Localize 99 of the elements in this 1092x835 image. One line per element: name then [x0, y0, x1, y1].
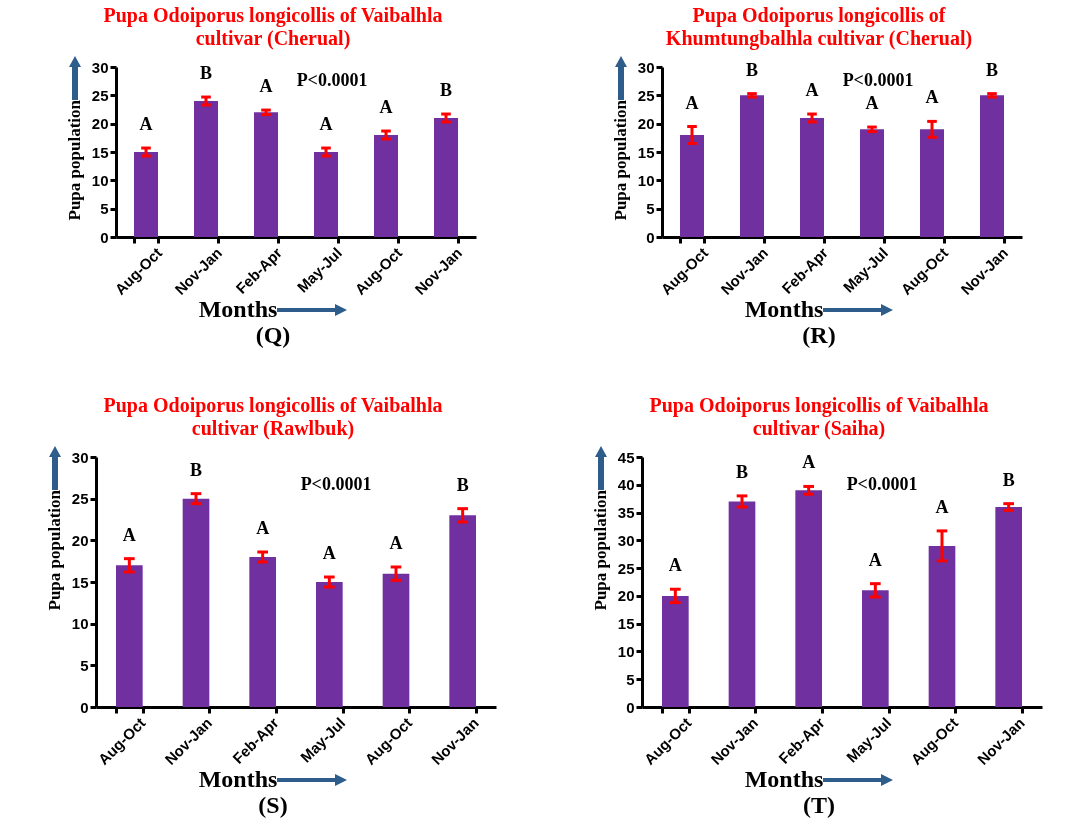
bar [448, 515, 476, 707]
bar [794, 490, 822, 707]
y-tick-label: 10 [637, 171, 654, 189]
chart-title: Pupa Odoiporus longicollis of Khumtungbalhla cultivar (Cherual) [664, 4, 974, 50]
y-tick-label: 25 [71, 490, 88, 508]
data-label: A [868, 549, 882, 570]
y-tick-label: 20 [617, 587, 634, 605]
data-label: A [322, 543, 336, 563]
y-tick-label: 5 [79, 656, 88, 674]
y-tick-label: 45 [617, 448, 634, 466]
y-tick-label: 25 [91, 86, 108, 104]
data-label: A [319, 114, 332, 135]
y-tick-label: 10 [91, 171, 108, 189]
data-label: A [801, 452, 815, 473]
x-axis-title: Months [198, 766, 278, 793]
bar [739, 95, 764, 237]
bar [994, 507, 1022, 707]
data-label: A [379, 97, 392, 118]
data-label: B [199, 63, 212, 84]
bar [315, 582, 343, 707]
y-tick-label: 40 [617, 476, 634, 494]
bar [382, 573, 409, 707]
data-label: A [925, 87, 938, 108]
bar [182, 498, 209, 707]
bar [248, 557, 276, 707]
data-label: B [1002, 469, 1015, 490]
data-label: A [805, 80, 818, 101]
y-tick-label: 30 [91, 58, 108, 76]
chart-title: Pupa Odoiporus longicollis of Vaibalhla cultivar (Saiha) [648, 394, 990, 440]
y-tick-label: 10 [71, 615, 88, 633]
y-axis-title: Pupa population [610, 100, 631, 221]
y-tick-label: 20 [71, 531, 88, 549]
y-tick-label: 5 [645, 200, 654, 218]
y-tick-label: 30 [71, 448, 88, 466]
y-tick-label: 35 [617, 504, 634, 522]
data-label: B [985, 59, 998, 80]
y-axis-title: Pupa population [44, 490, 65, 611]
x-axis-title: Months [744, 296, 824, 323]
x-axis-title: Months [744, 766, 824, 793]
bar [679, 135, 704, 237]
bar [861, 590, 889, 707]
data-label: B [735, 461, 748, 482]
text: (R) [802, 322, 836, 348]
chart-title: Pupa Odoiporus longicollis of Vaibalhla cultivar (Cherual) [102, 4, 444, 50]
data-label: A [255, 518, 269, 538]
y-axis-title: Pupa population [590, 490, 611, 611]
y-tick-label: 20 [637, 115, 654, 133]
y-tick-label: 15 [617, 615, 634, 633]
annotation: P<0.0001 [842, 70, 913, 90]
data-label: B [439, 80, 452, 101]
data-label: A [865, 93, 878, 114]
y-tick-label: 30 [637, 58, 654, 76]
bar [373, 135, 398, 237]
chart-title: Pupa Odoiporus longicollis of Vaibalhla cultivar (Rawlbuk) [102, 394, 444, 440]
bar [799, 118, 824, 237]
bar [661, 595, 689, 707]
data-label: A [389, 533, 402, 553]
data-label: A [259, 76, 272, 97]
y-tick-label: 0 [625, 698, 634, 716]
data-label: A [685, 92, 698, 113]
bar [193, 101, 218, 237]
bar [115, 565, 143, 707]
data-label: A [935, 496, 948, 517]
annotation: P<0.0001 [296, 70, 367, 90]
bar [859, 129, 884, 237]
y-tick-label: 0 [79, 698, 88, 716]
data-label: B [456, 474, 469, 495]
text: (S) [258, 792, 288, 818]
annotation: P<0.0001 [846, 474, 917, 494]
y-tick-label: 30 [617, 531, 634, 549]
bar [928, 545, 955, 707]
x-axis-title: Months [198, 296, 278, 323]
y-axis-title: Pupa population [64, 100, 85, 221]
data-label: A [668, 555, 682, 576]
data-label: B [189, 459, 202, 480]
y-tick-label: 25 [637, 86, 654, 104]
bar [313, 152, 338, 237]
y-tick-label: 15 [71, 573, 88, 591]
y-tick-label: 20 [91, 115, 108, 133]
y-tick-label: 10 [617, 642, 634, 660]
data-label: A [139, 114, 152, 135]
y-tick-label: 0 [99, 228, 108, 246]
y-tick-label: 5 [99, 200, 108, 218]
y-tick-label: 15 [637, 143, 654, 161]
bar [433, 118, 458, 237]
text: (T) [803, 792, 835, 818]
y-tick-label: 15 [91, 143, 108, 161]
text: (Q) [255, 322, 291, 348]
bar [919, 129, 944, 237]
bar [133, 152, 158, 237]
y-tick-label: 5 [625, 670, 634, 688]
data-label: A [122, 524, 136, 545]
bar [253, 112, 278, 237]
annotation: P<0.0001 [300, 474, 371, 494]
y-tick-label: 0 [645, 228, 654, 246]
data-label: B [745, 59, 758, 80]
bar [979, 95, 1004, 237]
y-tick-label: 25 [617, 559, 634, 577]
bar [728, 501, 755, 707]
